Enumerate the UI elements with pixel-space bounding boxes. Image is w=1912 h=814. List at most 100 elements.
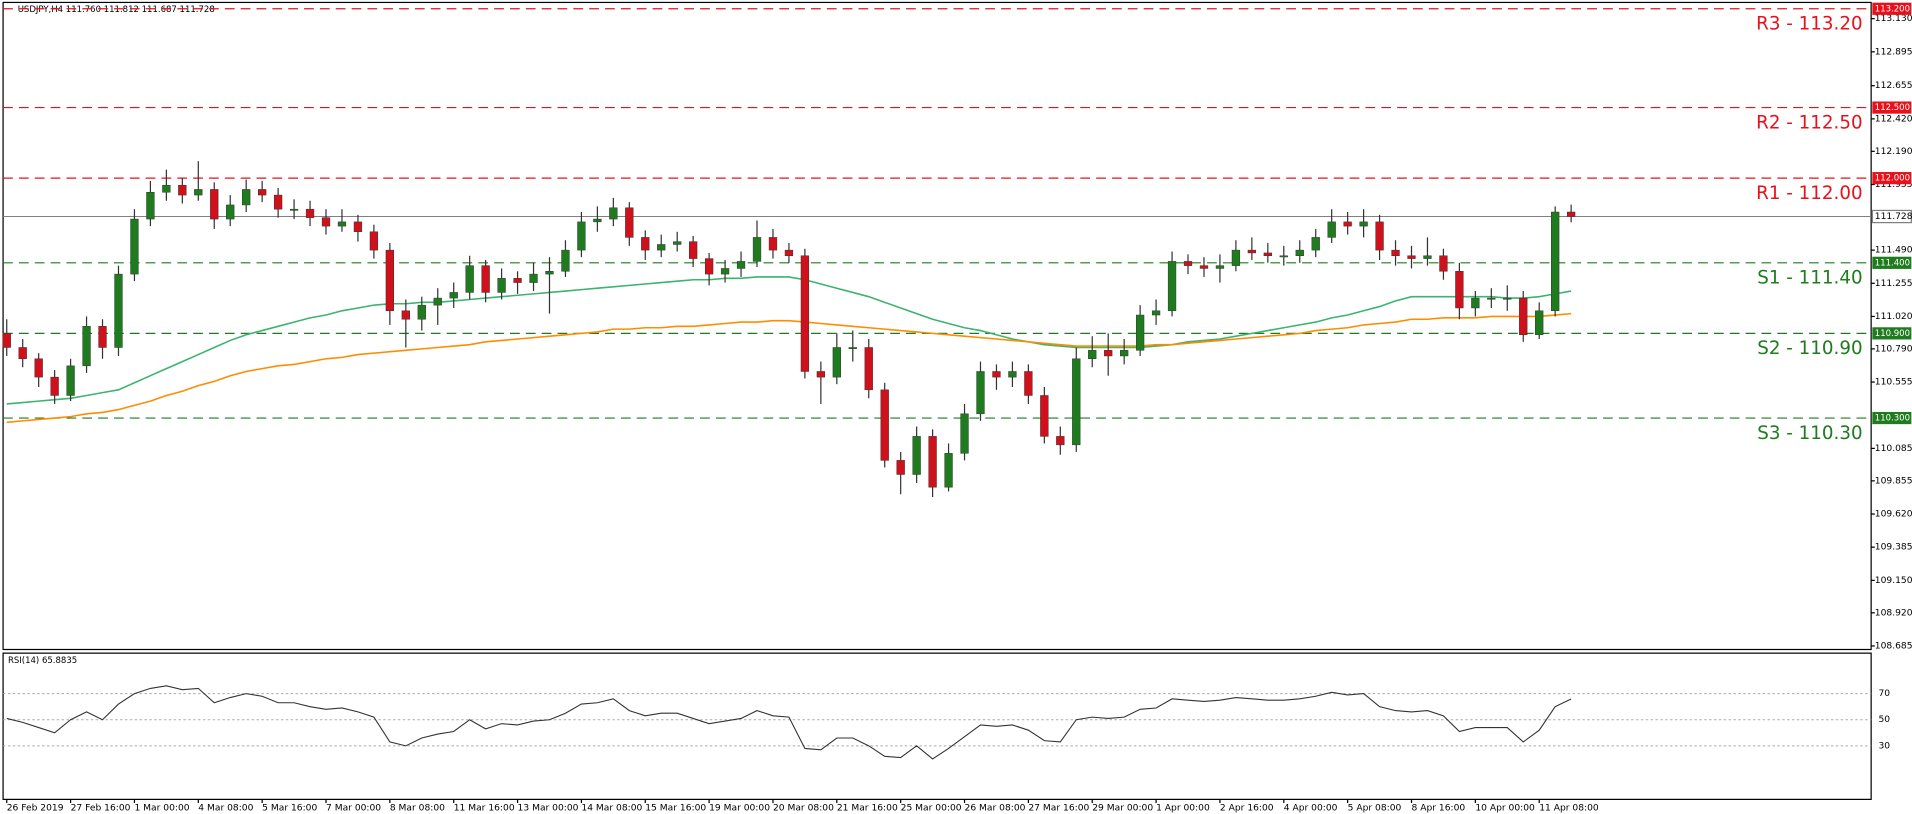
candle-body	[960, 413, 969, 454]
candle-body	[880, 389, 889, 461]
x-tick-label: 25 Mar 00:00	[901, 803, 962, 813]
candle-body	[18, 347, 27, 360]
y-tick-label: 112.420	[1875, 114, 1912, 124]
x-tick-label: 11 Mar 16:00	[454, 803, 515, 813]
candle-body	[273, 194, 283, 210]
y-tick-label: 109.855	[1875, 476, 1912, 486]
x-tick-label: 4 Mar 08:00	[198, 803, 253, 813]
candle-body	[1024, 371, 1033, 396]
moving-average	[6, 312, 1572, 424]
rsi-tick-label: 50	[1878, 715, 1890, 725]
candle-body	[561, 249, 570, 272]
current-price-tag	[1871, 209, 1912, 224]
x-tick-label: 20 Mar 08:00	[773, 803, 834, 813]
candle-body	[98, 326, 107, 348]
level-label: R2 - 112.50	[1756, 112, 1862, 133]
x-tick-label: 5 Apr 08:00	[1348, 803, 1402, 813]
candle-body	[976, 371, 985, 415]
candle-body	[194, 189, 203, 196]
x-tick-label: 8 Apr 16:00	[1411, 803, 1465, 813]
candle-body	[1215, 265, 1225, 269]
candle-body	[992, 371, 1001, 378]
candle-body	[1455, 271, 1464, 309]
candle-body	[1088, 350, 1097, 360]
candle-body	[1423, 255, 1432, 259]
level-tag	[1872, 256, 1912, 269]
level-tag-label: 113.200	[1875, 4, 1910, 14]
y-tick-label: 113.130	[1875, 14, 1912, 24]
x-tick-label: 29 Mar 00:00	[1092, 803, 1153, 813]
candle-body	[1279, 255, 1288, 258]
candle-body	[369, 231, 379, 251]
candle-body	[1439, 255, 1448, 272]
x-tick-label: 27 Feb 16:00	[71, 803, 131, 813]
candle-body	[1183, 261, 1193, 266]
candle-body	[353, 221, 363, 233]
candle-body	[1263, 252, 1272, 256]
x-tick-label: 11 Apr 08:00	[1539, 803, 1599, 813]
candle-body	[34, 358, 43, 378]
candle-body	[832, 347, 841, 378]
x-tick-label: 1 Mar 00:00	[134, 803, 189, 813]
level-tag	[1872, 411, 1912, 425]
candle-body	[625, 207, 634, 238]
candle-body	[1503, 297, 1512, 300]
rsi-tick-label: 70	[1878, 689, 1890, 699]
candle-body	[433, 297, 442, 306]
candle-body	[1199, 265, 1209, 269]
x-tick-label: 13 Mar 00:00	[518, 803, 579, 813]
y-tick-label: 108.685	[1875, 641, 1912, 651]
candle-body	[944, 453, 953, 488]
candle-body	[545, 271, 554, 275]
candle-body	[1056, 436, 1065, 446]
candle-body	[896, 460, 905, 475]
candle-body	[1551, 211, 1560, 312]
y-tick-label: 112.895	[1875, 47, 1912, 57]
candle-body	[481, 265, 490, 293]
y-tick-label: 109.620	[1875, 510, 1912, 520]
level-tag-label: 110.900	[1875, 329, 1910, 339]
candle-body	[768, 237, 778, 251]
candle-body	[66, 365, 75, 396]
candle-body	[210, 189, 219, 220]
candle-body	[1231, 249, 1241, 266]
x-tick-label: 21 Mar 16:00	[837, 803, 898, 813]
x-tick-label: 7 Mar 00:00	[326, 803, 381, 813]
candle-body	[800, 255, 810, 372]
x-tick-label: 26 Mar 08:00	[965, 803, 1026, 813]
candle-body	[1566, 211, 1576, 217]
price-panel	[2, 1, 1872, 651]
x-tick-label: 1 Apr 00:00	[1156, 803, 1210, 813]
level-label: S3 - 110.30	[1757, 423, 1862, 444]
level-label: R1 - 112.00	[1756, 183, 1862, 204]
rsi-line	[6, 685, 1572, 760]
y-tick-label: 112.655	[1875, 81, 1912, 91]
candle-body	[417, 304, 426, 320]
candle-body	[385, 249, 394, 312]
candle-body	[289, 208, 299, 211]
candle-body	[657, 244, 666, 251]
candle-body	[609, 207, 618, 220]
level-tag-label: 112.500	[1875, 103, 1910, 113]
candle-body	[864, 347, 873, 391]
candle-body	[1167, 261, 1177, 312]
candle-body	[848, 347, 857, 349]
x-tick-label: 27 Mar 16:00	[1028, 803, 1089, 813]
candle-body	[529, 273, 538, 283]
level-tag	[1872, 172, 1912, 185]
y-tick-label: 111.955	[1875, 180, 1912, 190]
candle-body	[1535, 310, 1544, 336]
candle-body	[178, 184, 187, 196]
level-label: S2 - 110.90	[1757, 338, 1862, 359]
level-tag-label: 111.400	[1875, 258, 1910, 268]
candle-body	[114, 273, 123, 348]
y-tick-label: 111.255	[1875, 279, 1912, 289]
candle-body	[1247, 249, 1257, 254]
y-tick-label: 110.790	[1875, 344, 1912, 354]
candle-body	[577, 221, 586, 251]
candle-body	[337, 221, 347, 227]
x-tick-label: 15 Mar 16:00	[645, 803, 706, 813]
candle-body	[1343, 221, 1352, 227]
